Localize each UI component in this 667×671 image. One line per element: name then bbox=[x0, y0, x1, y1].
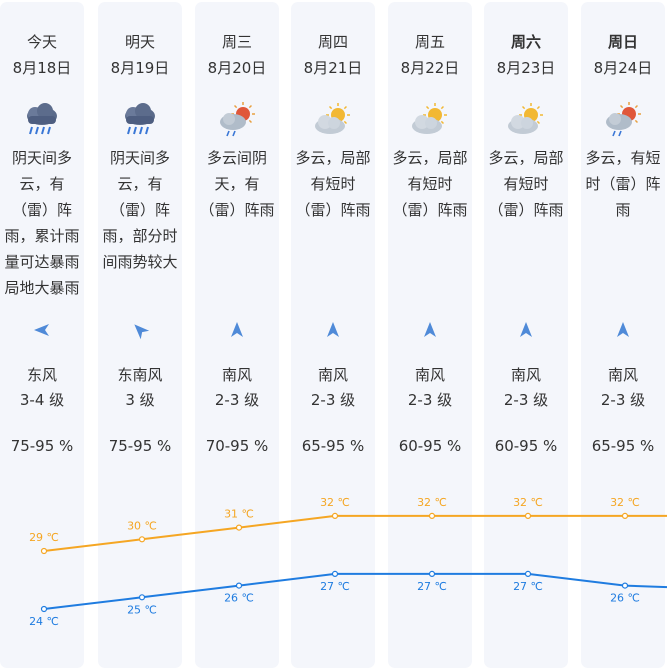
day-column: 今天 8月18日阴天间多云，有（雷）阵雨，累计雨量可达暴雨局地大暴雨东风 3-4 级… bbox=[0, 2, 84, 668]
humidity-range: 75-95 % bbox=[10, 437, 74, 455]
wind-level: 3 级 bbox=[125, 391, 155, 409]
day-column: 周三 8月20日多云间阴天，有（雷）阵雨南风 2-3 级 70-95 % bbox=[195, 2, 279, 668]
sun-cloud-icon bbox=[291, 102, 375, 140]
high-temp-point bbox=[331, 512, 339, 520]
rain-cloud-icon bbox=[0, 102, 84, 140]
high-temp-label: 32 ℃ bbox=[610, 496, 640, 509]
wind-level: 2-3 级 bbox=[310, 391, 356, 409]
wind-direction: 南风 bbox=[607, 366, 638, 384]
low-temp-label: 25 ℃ bbox=[127, 603, 157, 616]
humidity-range: 70-95 % bbox=[205, 437, 269, 455]
humidity-range: 65-95 % bbox=[301, 437, 365, 455]
high-temp-point bbox=[40, 547, 48, 555]
low-temp-point bbox=[428, 570, 436, 578]
day-label: 周日 bbox=[607, 33, 638, 51]
date-label: 8月20日 bbox=[207, 59, 267, 77]
wind-direction-icon bbox=[581, 320, 665, 344]
high-temp-point bbox=[235, 524, 243, 531]
wind-direction-icon bbox=[98, 320, 182, 344]
day-column: 明天 8月19日阴天间多云，有（雷）阵雨，部分时间雨势较大东南风 3 级 75-95 … bbox=[98, 2, 182, 668]
humidity-range: 60-95 % bbox=[494, 437, 558, 455]
low-temp-label: 24 ℃ bbox=[29, 615, 59, 628]
date-label: 8月24日 bbox=[593, 59, 653, 77]
wind-level: 2-3 级 bbox=[503, 391, 549, 409]
day-label: 周三 bbox=[221, 33, 252, 51]
wind-direction-icon bbox=[291, 320, 375, 344]
wind-direction-icon bbox=[0, 320, 84, 344]
low-temp-point bbox=[235, 582, 243, 589]
wind-direction: 东南风 bbox=[117, 366, 163, 384]
low-temp-label: 27 ℃ bbox=[513, 580, 543, 593]
weather-description: 多云，局部有短时（雷）阵雨 bbox=[488, 149, 564, 219]
day-column: 周六 8月23日多云，局部有短时（雷）阵雨南风 2-3 级 60-95 % bbox=[484, 2, 568, 668]
high-temp-label: 32 ℃ bbox=[513, 496, 543, 509]
high-temp-label: 31 ℃ bbox=[224, 508, 254, 521]
day-column: 周五 8月22日多云，局部有短时（雷）阵雨南风 2-3 级 60-95 % bbox=[388, 2, 472, 668]
low-temp-line bbox=[43, 572, 667, 610]
day-label: 周四 bbox=[317, 33, 348, 51]
sun-cloud-rain-icon bbox=[195, 102, 279, 140]
high-temp-point bbox=[621, 512, 629, 520]
low-temp-point bbox=[621, 582, 629, 589]
wind-level: 3-4 级 bbox=[19, 391, 65, 409]
rain-cloud-icon bbox=[98, 102, 182, 140]
low-temp-point bbox=[524, 570, 532, 578]
high-temp-label: 32 ℃ bbox=[417, 496, 447, 509]
sun-cloud-rain-icon bbox=[581, 102, 665, 140]
humidity-range: 65-95 % bbox=[591, 437, 655, 455]
date-label: 8月23日 bbox=[496, 59, 556, 77]
high-temp-point bbox=[138, 536, 146, 543]
date-label: 8月19日 bbox=[110, 59, 170, 77]
wind-direction-icon bbox=[388, 320, 472, 344]
wind-level: 2-3 级 bbox=[407, 391, 453, 409]
weather-description: 阴天间多云，有（雷）阵雨，部分时间雨势较大 bbox=[102, 149, 178, 271]
weather-description: 多云，局部有短时（雷）阵雨 bbox=[392, 149, 468, 219]
weather-description: 多云，局部有短时（雷）阵雨 bbox=[295, 149, 371, 219]
sun-cloud-icon bbox=[484, 102, 568, 140]
wind-direction: 南风 bbox=[221, 366, 252, 384]
weather-description: 多云，有短时（雷）阵雨 bbox=[585, 149, 661, 219]
high-temp-label: 32 ℃ bbox=[320, 496, 350, 509]
day-label: 周六 bbox=[510, 33, 541, 51]
wind-level: 2-3 级 bbox=[600, 391, 646, 409]
humidity-range: 60-95 % bbox=[398, 437, 462, 455]
low-temp-label: 27 ℃ bbox=[417, 580, 447, 593]
day-label: 周五 bbox=[414, 33, 445, 51]
high-temp-point bbox=[428, 512, 436, 520]
low-temp-point bbox=[40, 605, 48, 613]
high-temp-label: 29 ℃ bbox=[29, 531, 59, 544]
humidity-range: 75-95 % bbox=[108, 437, 172, 455]
wind-direction: 南风 bbox=[510, 366, 541, 384]
low-temp-point bbox=[138, 594, 146, 601]
date-label: 8月22日 bbox=[400, 59, 460, 77]
wind-direction: 东风 bbox=[26, 366, 57, 384]
day-label: 今天 bbox=[26, 33, 57, 51]
low-temp-label: 26 ℃ bbox=[224, 592, 254, 605]
high-temp-line bbox=[43, 514, 667, 552]
date-label: 8月18日 bbox=[12, 59, 72, 77]
date-label: 8月21日 bbox=[303, 59, 363, 77]
day-column: 周日 8月24日多云，有短时（雷）阵雨南风 2-3 级 65-95 % bbox=[581, 2, 665, 668]
wind-direction: 南风 bbox=[317, 366, 348, 384]
weather-description: 多云间阴天，有（雷）阵雨 bbox=[199, 149, 275, 219]
low-temp-label: 26 ℃ bbox=[610, 592, 640, 605]
wind-direction-icon bbox=[195, 320, 279, 344]
wind-direction-icon bbox=[484, 320, 568, 344]
weather-description: 阴天间多云，有（雷）阵雨，累计雨量可达暴雨局地大暴雨 bbox=[4, 149, 80, 297]
day-column: 周四 8月21日多云，局部有短时（雷）阵雨南风 2-3 级 65-95 % bbox=[291, 2, 375, 668]
sun-cloud-icon bbox=[388, 102, 472, 140]
day-label: 明天 bbox=[124, 33, 155, 51]
low-temp-point bbox=[331, 570, 339, 578]
wind-direction: 南风 bbox=[414, 366, 445, 384]
high-temp-point bbox=[524, 512, 532, 520]
low-temp-label: 27 ℃ bbox=[320, 580, 350, 593]
high-temp-label: 30 ℃ bbox=[127, 519, 157, 532]
wind-level: 2-3 级 bbox=[214, 391, 260, 409]
